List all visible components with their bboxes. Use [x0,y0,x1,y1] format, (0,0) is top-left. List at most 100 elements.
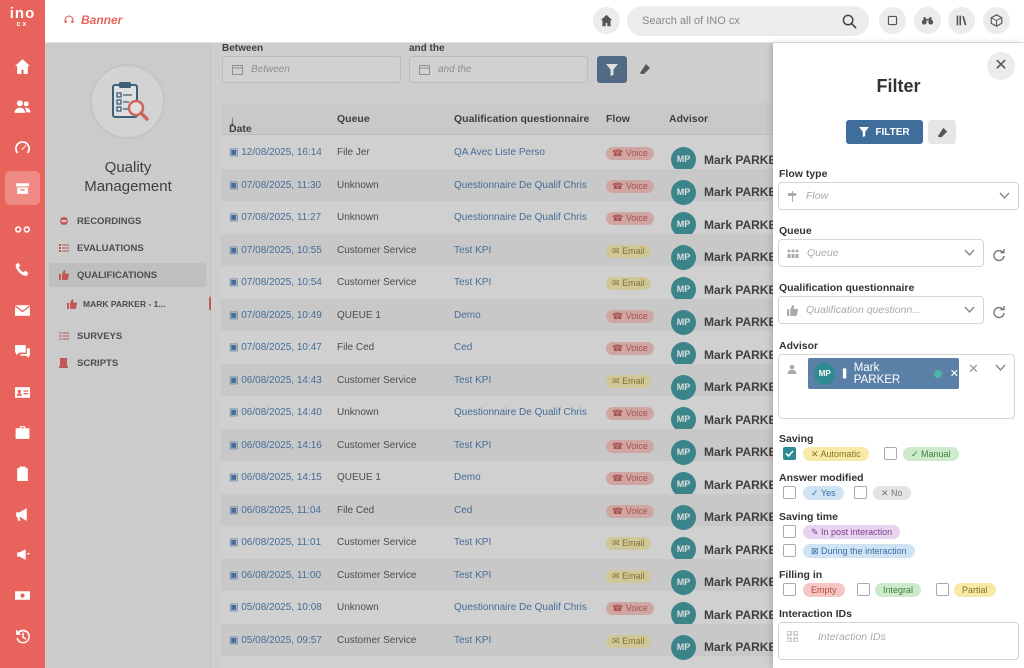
row-questionnaire[interactable]: Questionnaire De Qualif Chris [454,212,587,223]
row-questionnaire[interactable]: Test KPI [454,569,492,581]
row-date[interactable]: ▣ 06/08/2025, 11:01 [229,537,321,548]
row-questionnaire[interactable]: Test KPI [454,634,492,646]
nav-evaluations[interactable]: EVALUATIONS [49,236,206,260]
rail-clipboard[interactable] [5,456,40,490]
row-questionnaire[interactable]: Ced [454,504,473,516]
fill-integral-checkbox[interactable] [857,583,870,596]
row-date[interactable]: ▣ 07/08/2025, 11:30 [229,180,321,191]
fill-empty-checkbox[interactable] [783,583,796,596]
row-date[interactable]: ▣ 06/08/2025, 14:43 [229,375,322,386]
table-row[interactable]: ▣ 06/08/2025, 11:04 File Ced Ced ☎ Voice MP M… [221,493,773,530]
table-row[interactable]: ▣ 06/08/2025, 14:43 Customer Service Test … [221,363,773,400]
rail-chat[interactable] [5,334,40,368]
rail-mail[interactable] [5,293,40,327]
close-panel-button[interactable]: ✕ [987,52,1015,80]
row-date[interactable]: ▣ 07/08/2025, 11:27 [229,212,321,223]
reset-filters-button[interactable] [928,120,956,144]
row-questionnaire[interactable]: Demo [454,472,481,483]
row-date[interactable]: ▣ 05/08/2025, 10:08 [229,602,322,613]
post-interaction-checkbox[interactable] [783,525,796,538]
advisor-multiselect[interactable]: MP ❚ Mark PARKER ✕ ✕ [778,354,1015,419]
answer-yes-checkbox[interactable] [783,486,796,499]
row-questionnaire[interactable]: QA Avec Liste Perso [454,147,545,158]
col-advisor[interactable]: Advisor [669,113,709,125]
table-row[interactable]: ▣ 06/08/2025, 11:00 Customer Service Test … [221,558,773,595]
table-row[interactable]: ▣ 12/08/2025, 16:14 File Jer QA Avec Liste… [221,136,773,172]
table-row[interactable]: ▣ 05/08/2025, 09:57 Customer Service Test … [221,623,773,660]
binoculars-button[interactable] [914,7,941,34]
col-questionnaire[interactable]: Qualification questionnaire [454,113,590,125]
rail-phone[interactable] [5,252,40,286]
table-row[interactable]: ▣ 06/08/2025, 14:15 QUEUE 1 Demo ☎ Voice MP M… [221,461,773,497]
row-date[interactable]: ▣ 06/08/2025, 14:40 [229,407,322,418]
table-row[interactable]: ▣ 07/08/2025, 11:27 Unknown Questionnaire … [221,201,773,237]
search-input[interactable]: Search all of INO cx [642,15,740,27]
row-date[interactable]: ▣ 06/08/2025, 14:15 [229,472,322,483]
search-icon[interactable] [842,14,857,29]
library-button[interactable] [948,7,975,34]
row-date[interactable]: ▣ 06/08/2025, 11:04 [229,505,321,516]
row-date[interactable]: ▣ 05/08/2025, 09:57 [229,635,322,646]
table-row[interactable]: ▣ 06/08/2025, 11:01 Customer Service Test … [221,526,773,562]
clear-filter-button[interactable] [639,63,651,78]
col-queue[interactable]: Queue [337,113,370,125]
nav-surveys[interactable]: SURVEYS [49,324,206,348]
row-questionnaire[interactable]: Test KPI [454,244,492,256]
between-date-input[interactable]: Between [222,56,401,83]
queue-select[interactable]: Queue [778,239,984,267]
nav-qualifications[interactable]: QUALIFICATIONS [49,263,206,287]
rail-campaign[interactable] [5,537,40,571]
col-flow[interactable]: Flow [606,113,630,125]
home-button[interactable] [593,7,620,34]
table-row[interactable]: ▣ 06/08/2025, 14:40 Unknown Questionnaire … [221,396,773,432]
row-date[interactable]: ▣ 07/08/2025, 10:55 [229,245,322,256]
row-date[interactable]: ▣ 07/08/2025, 10:54 [229,277,322,288]
rail-voicemail[interactable] [5,212,40,246]
nav-scripts[interactable]: SCRIPTS [49,351,206,375]
nav-recordings[interactable]: RECORDINGS [49,209,206,233]
rail-history[interactable] [5,619,40,653]
row-questionnaire[interactable]: Test KPI [454,537,492,548]
row-questionnaire[interactable]: Test KPI [454,374,492,386]
row-date[interactable]: ▣ 12/08/2025, 16:14 [229,147,322,158]
rail-megaphone[interactable] [5,497,40,531]
row-date[interactable]: ▣ 06/08/2025, 11:00 [229,570,321,581]
chevron-down-icon[interactable] [995,364,1006,372]
window-button[interactable] [879,7,906,34]
package-button[interactable] [983,7,1010,34]
app-logo[interactable]: ino cx [0,6,45,29]
during-interaction-checkbox[interactable] [783,544,796,557]
global-search[interactable]: Search all of INO cx [627,6,869,36]
table-row[interactable]: ▣ 07/08/2025, 11:30 Unknown Questionnaire … [221,168,773,205]
modal-overlay[interactable] [45,43,773,668]
filter-button[interactable]: FILTER [846,120,923,144]
refresh-icon[interactable] [992,248,1006,262]
flow-type-select[interactable]: Flow [778,182,1019,210]
row-questionnaire[interactable]: Test KPI [454,277,492,288]
rail-briefcase[interactable] [5,415,40,449]
col-date[interactable]: Date ↓ [229,113,252,135]
answer-no-checkbox[interactable] [854,486,867,499]
rail-contacts[interactable] [5,375,40,409]
row-questionnaire[interactable]: Demo [454,309,481,321]
table-row[interactable]: ▣ 07/08/2025, 10:47 File Ced Ced ☎ Voice MP M… [221,331,773,367]
table-row[interactable]: ▣ 07/08/2025, 10:54 Customer Service Test … [221,266,773,302]
saving-automatic-checkbox[interactable] [783,447,796,460]
row-questionnaire[interactable]: Questionnaire De Qualif Chris [454,407,587,418]
remove-chip-icon[interactable]: ✕ [949,368,959,380]
interaction-ids-input[interactable]: Interaction IDs [778,622,1019,660]
row-questionnaire[interactable]: Ced [454,342,473,353]
brand[interactable]: Banner [63,13,122,27]
table-row[interactable]: ▣ 06/08/2025, 14:16 Customer Service Test … [221,428,773,465]
row-date[interactable]: ▣ 07/08/2025, 10:47 [229,342,322,353]
row-questionnaire[interactable]: Questionnaire De Qualif Chris [454,602,587,613]
rail-users[interactable] [5,89,40,123]
rail-dashboard[interactable] [5,130,40,164]
and-date-input[interactable]: and the [409,56,588,83]
rail-inbox[interactable] [5,171,40,205]
apply-filter-button[interactable] [597,56,627,83]
rail-ticket[interactable] [5,578,40,612]
fill-partial-checkbox[interactable] [936,583,949,596]
row-questionnaire[interactable]: Test KPI [454,439,492,451]
row-questionnaire[interactable]: Questionnaire De Qualif Chris [454,179,587,191]
